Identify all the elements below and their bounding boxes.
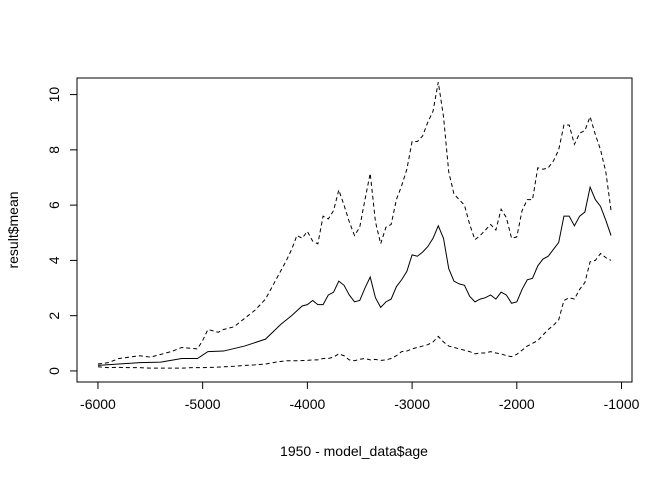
- plot-frame: [76, 77, 633, 383]
- x-tick-label: -1000: [604, 396, 640, 412]
- y-tick-label: 6: [46, 201, 62, 209]
- y-axis: 0 2 4 6 8 10: [46, 87, 78, 375]
- x-tick-label: -6000: [80, 396, 116, 412]
- series-line-lower: [97, 252, 612, 369]
- series-line-upper: [97, 82, 612, 365]
- x-tick-label: -3000: [394, 396, 430, 412]
- y-tick-label: 4: [46, 256, 62, 264]
- x-axis: -6000 -5000 -4000 -3000 -2000 -1000: [80, 381, 640, 412]
- y-tick-label: 2: [46, 312, 62, 320]
- series-line-mean: [97, 185, 612, 366]
- x-tick-label: -2000: [499, 396, 535, 412]
- y-tick-label: 8: [46, 146, 62, 154]
- y-tick-label: 10: [46, 87, 62, 103]
- x-tick-label: -5000: [185, 396, 221, 412]
- x-tick-label: -4000: [289, 396, 325, 412]
- y-tick-label: 0: [46, 367, 62, 375]
- series-group: [97, 82, 612, 369]
- y-axis-title: result$mean: [5, 191, 21, 268]
- x-axis-title: 1950 - model_data$age: [280, 443, 428, 459]
